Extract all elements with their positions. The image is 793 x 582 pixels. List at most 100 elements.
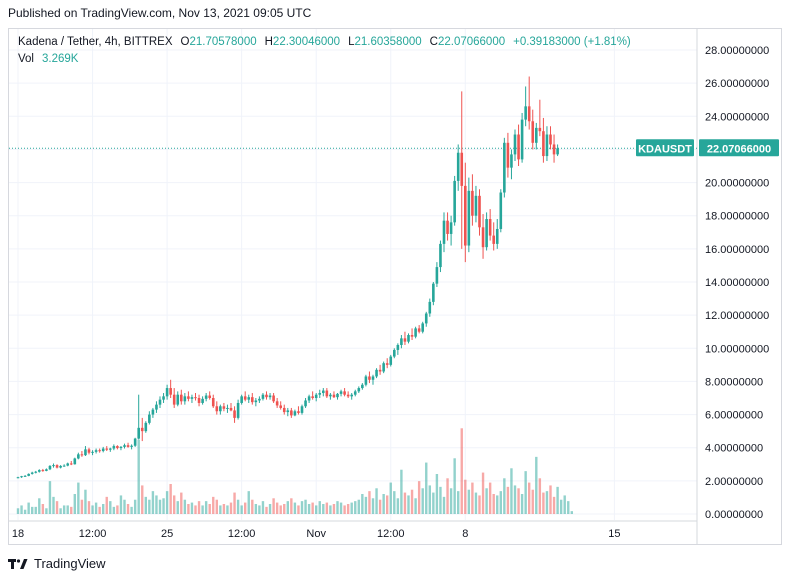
volume-bar [116,505,119,514]
volume-bar [563,495,566,514]
volume-bar [144,496,147,514]
footer-brand[interactable]: TradingView [8,556,106,571]
candle-body [520,119,524,160]
change-value: +0.39183000 (+1.81%) [513,36,631,48]
candle-body [48,465,52,470]
published-caption: Published on TradingView.com, Nov 13, 20… [8,6,312,20]
volume-bar [215,499,218,514]
volume-bar [165,491,169,514]
volume-bar [510,468,513,514]
volume-bar [130,506,133,514]
y-tick-label: 24.00000000 [705,111,769,123]
candle-body [119,446,123,449]
candle-body [510,154,513,168]
candle-body [385,363,389,365]
candle-body [552,144,556,155]
y-tick-label: 0.00000000 [705,509,763,521]
volume-bar [105,496,108,514]
volume-bar [488,482,492,514]
volume-bar [133,499,137,514]
candle-body [503,142,506,193]
volume-bar [439,486,442,514]
volume-bar [531,489,534,514]
candle-body [456,152,460,181]
volume-bar [332,504,336,514]
volume-bar [481,472,485,514]
candle-body [84,449,87,456]
volume-bar [141,485,144,514]
candle-body [339,391,343,394]
symbol-tag-bg [636,139,694,157]
volume-bar [226,505,229,514]
volume-bar [382,494,385,514]
volume-bar [478,495,481,514]
candle-body [304,400,307,407]
candle-body [282,407,286,413]
volume-bar [517,488,520,514]
candle-body [290,410,293,416]
footer-brand-label: TradingView [34,556,106,571]
low-label: L [348,36,355,48]
candle-body [243,396,247,400]
volume-bar [304,499,307,514]
candle-body [343,391,346,395]
volume-bar [421,488,424,514]
volume-bar [197,501,201,514]
candle-body [353,391,357,395]
volume-bar [240,505,243,514]
symbol-title[interactable]: Kadena / Tether, 4h, BITTREX [18,36,173,48]
volume-bar [499,491,502,514]
candle-body [329,394,332,397]
y-tick-label: 2.00000000 [705,476,763,488]
volume-bar [300,501,304,514]
candle-body [80,454,84,456]
candle-body [350,394,353,397]
volume-bar [389,482,392,514]
volume-bar [66,505,69,514]
volume-bar [219,505,222,514]
volume-bar [343,505,346,514]
candle-body [311,396,314,398]
candle-body [148,414,151,423]
candle-body [62,465,66,467]
price-tag-bg [699,139,779,157]
volume-bar [62,505,66,514]
candle-body [172,394,176,405]
volume-bar [467,489,471,514]
volume-bar [318,501,321,514]
candle-body [549,134,552,145]
volume-bar [23,509,27,514]
candle-body [112,446,116,449]
candle-body [137,427,140,439]
candle-body [116,446,119,449]
volume-bar [442,496,446,514]
volume-bar [70,506,73,514]
volume-bar [371,498,375,514]
volume-bar [229,502,233,514]
candle-body [300,406,304,413]
volume-bar [98,506,101,514]
volume-bar [346,504,350,514]
tradingview-logo-icon [8,558,28,569]
volume-bar [524,471,527,514]
volume-bar [549,485,552,514]
candle-body [538,127,542,132]
candle-body [162,396,165,400]
y-tick-label: 18.00000000 [705,211,769,223]
volume-bar [311,502,314,514]
candle-body [428,301,432,314]
volume-bar [183,499,187,514]
volume-bar [503,478,506,514]
volume-bar [329,505,332,514]
candle-body [94,450,98,452]
volume-bar [453,458,456,514]
volume-label: Vol [18,53,34,65]
candle-body [247,397,251,400]
chart-legend: Kadena / Tether, 4h, BITTREX O21.70578000… [18,34,631,68]
candle-body [105,448,109,450]
volume-bar [112,506,116,514]
candle-body [20,476,23,478]
volume-bar [77,482,80,514]
volume-bar [126,504,130,514]
